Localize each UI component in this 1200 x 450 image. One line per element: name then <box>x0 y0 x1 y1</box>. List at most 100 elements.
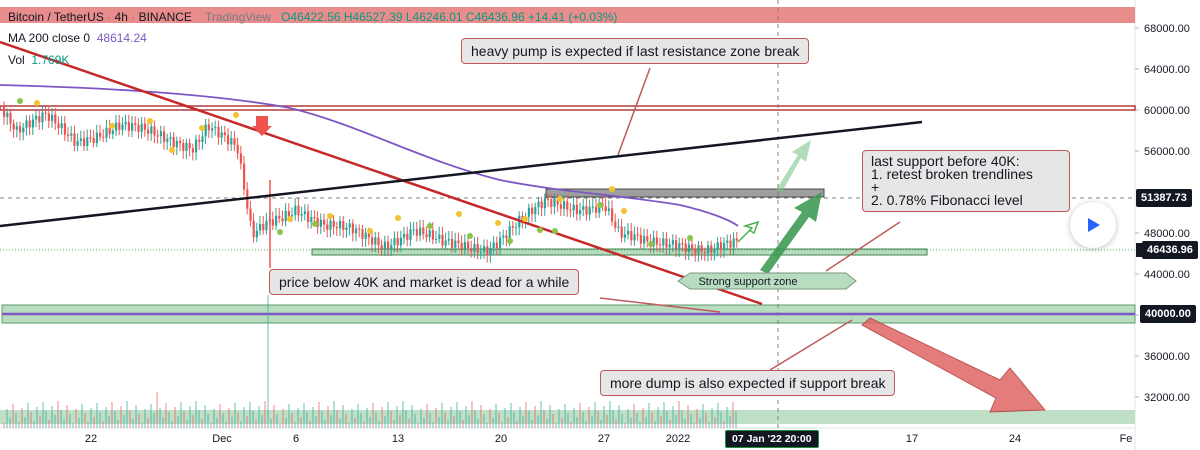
candle-body <box>108 127 111 134</box>
candle-body <box>563 201 566 209</box>
candle-body <box>54 114 57 124</box>
candle-body <box>51 114 54 121</box>
volume-bar <box>180 402 182 428</box>
volume-bar <box>144 409 146 428</box>
volume-bar <box>561 418 563 428</box>
volume-bar <box>63 419 65 428</box>
volume-bar <box>330 415 332 428</box>
volume-bar <box>147 418 149 428</box>
volume-bar <box>33 421 35 428</box>
candle-body <box>287 211 290 217</box>
volume-bar <box>576 417 578 428</box>
candle-body <box>614 221 617 228</box>
candle-body <box>403 233 406 238</box>
volume-bar <box>141 423 143 428</box>
candle-body <box>297 205 300 216</box>
volume-legend[interactable]: Vol 1.769K <box>8 53 69 67</box>
dead-market-annotation[interactable]: price below 40K and market is dead for a… <box>269 269 580 295</box>
volume-bar <box>225 422 227 428</box>
volume-bar <box>420 409 422 428</box>
volume-bar <box>210 423 212 428</box>
ma-legend[interactable]: MA 200 close 0 48614.24 <box>8 31 147 45</box>
volume-bar <box>321 411 323 428</box>
price-scale[interactable] <box>1135 0 1200 450</box>
volume-bar <box>132 419 134 428</box>
volume-bar <box>111 402 113 428</box>
candle-body <box>259 223 262 231</box>
candle-body <box>527 207 530 217</box>
volume-bar <box>492 418 494 428</box>
interval-label[interactable]: 4h <box>114 10 128 24</box>
candle-body <box>319 219 322 227</box>
volume-bar <box>429 413 431 428</box>
candle-body <box>348 223 351 228</box>
volume-bar <box>411 405 413 428</box>
volume-bar <box>165 403 167 428</box>
volume-bar <box>549 405 551 428</box>
volume-bar <box>615 419 617 428</box>
candle-body <box>540 201 543 209</box>
candle-body <box>239 153 242 164</box>
pump-annotation[interactable]: heavy pump is expected if last resistanc… <box>461 38 810 64</box>
resistance-price-tag: 51387.73 <box>1136 189 1192 207</box>
volume-bar <box>729 416 731 428</box>
last-support-annotation[interactable]: last support before 40K: 1. retest broke… <box>862 150 1070 212</box>
small-bullish-arrow <box>737 220 760 243</box>
volume-bar <box>735 411 737 428</box>
x-tick-label: 22 <box>85 433 97 445</box>
descending-trendline <box>0 40 763 306</box>
candle-body <box>575 204 578 215</box>
volume-bar <box>9 418 11 428</box>
candle-body <box>332 220 335 228</box>
candle-body <box>700 245 703 252</box>
volume-bar <box>510 403 512 428</box>
dump-annotation[interactable]: more dump is also expected if support br… <box>600 370 896 396</box>
volume-bar <box>378 421 380 428</box>
volume-bar <box>228 408 230 428</box>
candle-body <box>684 243 687 253</box>
y-tick-label: 32000.00 <box>1144 392 1190 404</box>
candle-body <box>300 214 303 216</box>
candle-body <box>441 234 444 246</box>
candle-body <box>598 203 601 213</box>
candle-body <box>118 122 121 130</box>
volume-bar <box>660 416 662 428</box>
candle-body <box>291 214 294 217</box>
signal-dot <box>277 229 283 235</box>
candle-body <box>31 119 34 128</box>
volume-bar <box>630 418 632 428</box>
volume-bar <box>444 412 446 428</box>
candle-body <box>543 198 546 209</box>
resistance-zone-box <box>545 188 825 198</box>
volume-bar <box>396 406 398 428</box>
volume-bar <box>18 422 20 428</box>
x-tick-label: 2022 <box>666 433 690 445</box>
candle-body <box>153 126 156 136</box>
volume-bar <box>483 414 485 428</box>
candle-body <box>185 142 188 151</box>
volume-bar <box>39 416 41 428</box>
candle-body <box>627 230 630 235</box>
volume-bar <box>711 408 713 428</box>
volume-bar <box>522 416 524 428</box>
candle-body <box>262 223 265 231</box>
volume-bar <box>291 413 293 428</box>
volume-bar <box>720 412 722 428</box>
volume-bar <box>192 415 194 428</box>
play-button[interactable] <box>1070 202 1116 248</box>
candle-body <box>12 123 15 130</box>
volume-bar <box>234 403 236 428</box>
volume-bar <box>645 417 647 428</box>
volume-bar <box>381 407 383 428</box>
volume-bar <box>675 415 677 428</box>
candle-body <box>671 240 674 245</box>
volume-bar <box>537 415 539 428</box>
symbol-name[interactable]: Bitcoin / TetherUS <box>8 10 104 24</box>
volume-bar <box>75 409 77 428</box>
volume-bar <box>252 411 254 428</box>
candle-body <box>415 229 418 236</box>
volume-bar <box>6 409 8 428</box>
volume-bar <box>348 423 350 428</box>
volume-bar <box>435 408 437 428</box>
